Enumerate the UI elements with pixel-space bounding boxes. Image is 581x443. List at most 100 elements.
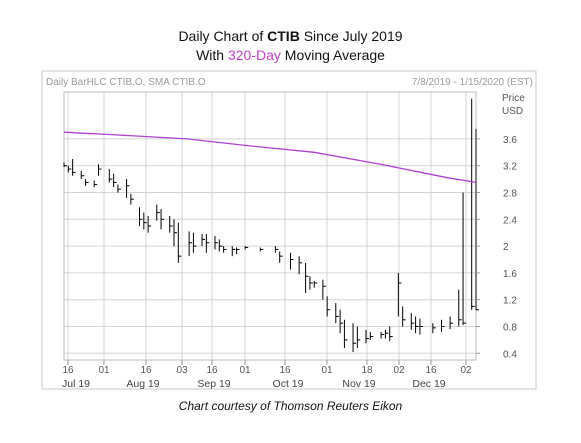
title-ticker: CTIB	[267, 28, 300, 44]
x-month-label: Nov 19	[342, 378, 375, 390]
chart-frame	[41, 70, 537, 390]
y-axis: 0.4 0.8 1.2 1.6 2 2.4 2.8 3.2 3.6	[476, 135, 517, 360]
price-bar	[177, 222, 182, 263]
subtitle-prefix: With	[196, 47, 225, 63]
price-bar	[93, 180, 98, 188]
price-bar	[244, 246, 249, 250]
price-bar	[274, 246, 279, 253]
price-bar	[98, 164, 102, 176]
price-bar	[389, 326, 393, 342]
price-bar	[415, 316, 419, 334]
price-bar	[343, 319, 348, 348]
y-tick-label: 3.6	[503, 135, 517, 146]
chart-header-right: 7/8/2019 - 1/15/2020 (EST)	[412, 77, 533, 88]
price-bar	[138, 207, 143, 226]
price-bar	[309, 276, 313, 290]
price-bar	[218, 239, 223, 252]
price-bar	[356, 326, 361, 348]
price-bar	[188, 231, 193, 257]
price-bar	[214, 236, 218, 250]
sma-line	[63, 131, 477, 184]
price-bar	[289, 252, 294, 270]
price-bar	[80, 171, 85, 180]
subtitle-suffix: Moving Average	[284, 47, 385, 63]
price-bar	[335, 303, 339, 324]
price-bar	[201, 234, 206, 247]
x-month-label: Jul 19	[62, 378, 90, 390]
price-bar	[236, 247, 240, 255]
price-bar	[410, 313, 415, 330]
chart-header-left: Daily BarHLC CTIB.O, SMA CTIB.O	[46, 77, 206, 88]
subtitle-highlight: 320-Day	[227, 47, 281, 63]
price-bar	[432, 323, 436, 334]
y-tick-label: 2	[503, 242, 509, 253]
x-tick-label: 01	[321, 365, 333, 376]
x-tick-label: 16	[206, 365, 218, 376]
price-bar	[169, 215, 173, 233]
x-month-label: Oct 19	[273, 378, 304, 390]
price-bar	[259, 247, 264, 252]
price-bar	[440, 319, 445, 332]
x-tick-label: 16	[425, 365, 437, 376]
x-tick-label: 01	[98, 365, 110, 376]
title-prefix: Daily Chart of	[178, 28, 264, 44]
price-bar	[143, 212, 147, 230]
price-bars	[63, 98, 479, 352]
price-bar	[156, 204, 160, 221]
price-bar	[72, 159, 76, 176]
price-bar	[384, 329, 389, 339]
y-tick-label: 3.2	[503, 162, 517, 173]
x-tick-label: 16	[140, 365, 152, 376]
price-bar	[126, 179, 130, 198]
chart-title-line1: Daily Chart of CTIB Since July 2019	[0, 28, 581, 44]
y-tick-label: 2.8	[503, 189, 517, 200]
chart-title-line2: With 320-Day Moving Average	[0, 47, 581, 63]
x-tick-label: 16	[62, 365, 74, 376]
price-bar	[279, 251, 283, 263]
price-bar	[471, 98, 475, 310]
chart-caption: Chart courtesy of Thomson Reuters Eikon	[178, 399, 403, 413]
price-bar	[108, 169, 113, 183]
x-axis: 16 01 16 03 16 01 16 01 18 02 16 02 Jul 19 Aug 19 Sep …	[62, 360, 472, 390]
x-tick-label: 02	[393, 365, 405, 376]
price-bar	[402, 306, 406, 327]
price-bar	[67, 165, 72, 173]
y-tick-label: 0.8	[503, 323, 517, 334]
y-tick-label: 2.4	[503, 215, 517, 226]
price-bar	[85, 179, 89, 186]
price-bar	[305, 262, 309, 293]
price-bar	[130, 193, 134, 205]
x-month-label: Dec 19	[412, 378, 445, 390]
price-bar	[192, 232, 197, 253]
x-month-label: Aug 19	[126, 378, 159, 390]
price-bar	[117, 184, 121, 193]
price-bar	[352, 323, 357, 352]
price-bar	[419, 318, 423, 335]
price-bar	[449, 316, 454, 330]
price-bar	[231, 246, 236, 257]
price-bar	[298, 256, 303, 275]
price-bar	[339, 309, 344, 334]
y-axis-label: Price USD	[502, 93, 525, 117]
x-tick-label: 16	[279, 365, 291, 376]
x-tick-label: 03	[176, 365, 188, 376]
x-tick-label: 02	[460, 365, 472, 376]
price-bar	[113, 173, 117, 188]
price-bar	[326, 296, 331, 317]
price-bar	[380, 331, 385, 339]
price-bar	[173, 219, 178, 247]
price-bar	[397, 272, 402, 317]
title-suffix: Since July 2019	[303, 28, 403, 44]
price-bar	[147, 215, 152, 233]
price-bar	[322, 279, 326, 300]
price-bar	[313, 280, 318, 288]
price-bar	[223, 246, 227, 253]
price-bar	[365, 329, 369, 344]
price-bar	[205, 234, 210, 253]
price-bar	[369, 331, 374, 340]
price-bar	[462, 192, 467, 326]
x-tick-label: 01	[239, 365, 251, 376]
x-tick-label: 18	[361, 365, 373, 376]
grid-lines	[64, 92, 476, 360]
